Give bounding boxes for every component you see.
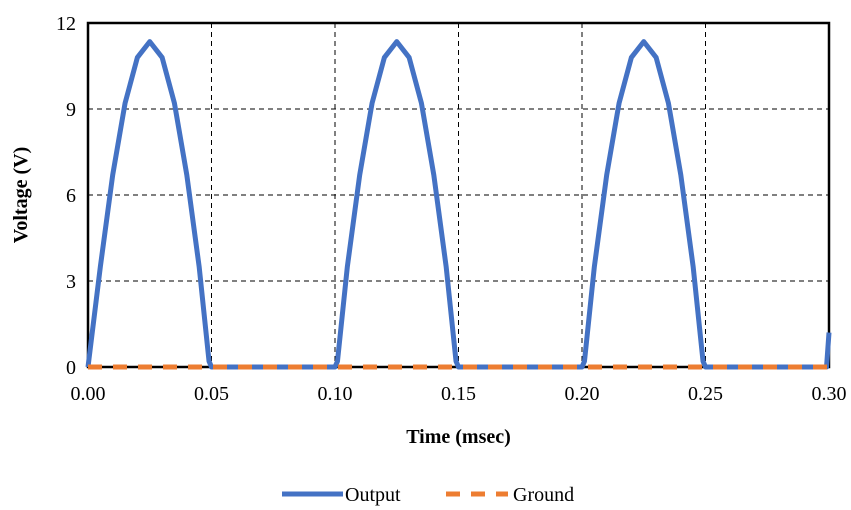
y-tick-label: 6 <box>66 185 76 207</box>
legend-label-output: Output <box>345 484 401 506</box>
y-tick-label: 9 <box>66 99 76 121</box>
x-tick-label: 0.05 <box>194 383 229 405</box>
series-line-output <box>85 39 832 370</box>
x-tick-labels: 0.00 0.05 0.10 0.15 0.20 0.25 0.30 <box>71 383 847 405</box>
y-tick-label: 3 <box>66 271 76 293</box>
series-lines <box>85 39 832 370</box>
y-axis-title: Voltage (V) <box>10 147 32 243</box>
x-tick-label: 0.30 <box>812 383 847 405</box>
grid-lines <box>88 23 829 367</box>
legend-label-ground: Ground <box>513 484 574 506</box>
x-tick-label: 0.15 <box>441 383 476 405</box>
y-tick-labels: 0 3 6 9 12 <box>56 13 76 379</box>
x-tick-label: 0.10 <box>318 383 353 405</box>
x-tick-label: 0.20 <box>565 383 600 405</box>
x-tick-label: 0.00 <box>71 383 106 405</box>
y-tick-label: 12 <box>56 13 76 35</box>
legend: Output Ground <box>282 484 574 506</box>
y-tick-label: 0 <box>66 357 76 379</box>
x-axis-title: Time (msec) <box>406 426 511 448</box>
x-tick-label: 0.25 <box>688 383 723 405</box>
